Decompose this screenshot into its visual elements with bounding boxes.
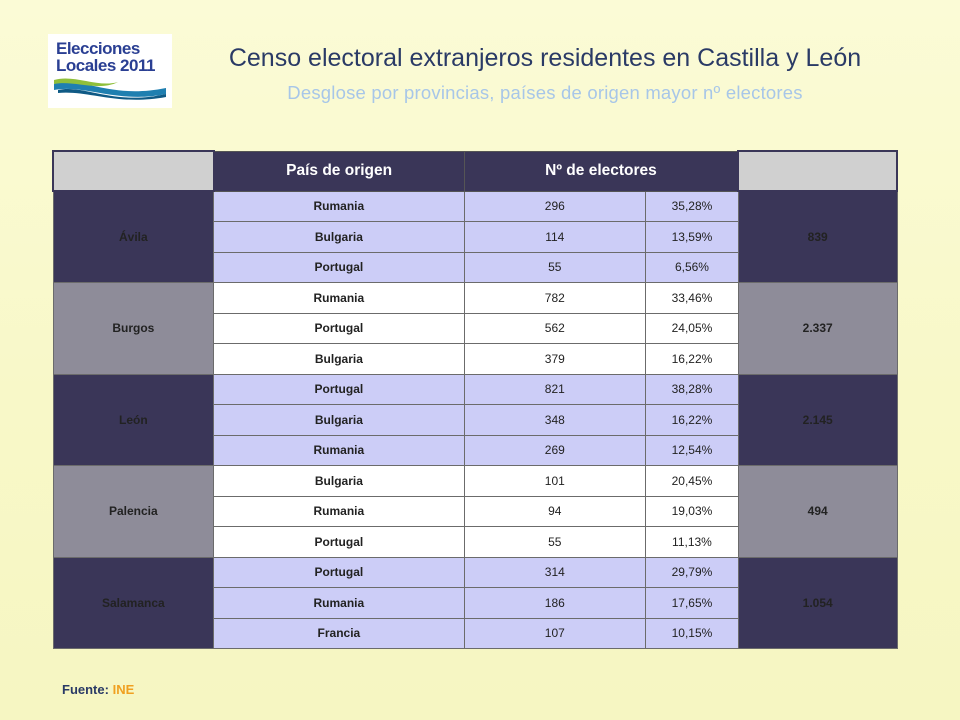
percentage-cell: 29,79% — [645, 556, 739, 588]
province-total: 2.337 — [737, 282, 898, 375]
percentage-cell: 19,03% — [645, 495, 739, 527]
header-blank-right — [737, 150, 898, 192]
country-cell: Bulgaria — [213, 343, 465, 375]
percentage-cell: 17,65% — [645, 587, 739, 619]
table-row: Portugal 55 6,56% — [53, 251, 897, 283]
country-cell: Bulgaria — [213, 221, 465, 253]
percentage-cell: 12,54% — [645, 434, 739, 466]
table-row: Salamanca Portugal 314 29,79% 1.054 — [52, 556, 898, 649]
country-cell: Portugal — [213, 373, 465, 405]
electores-cell: 562 — [463, 312, 647, 344]
electores-cell: 55 — [463, 526, 647, 558]
percentage-cell: 10,15% — [645, 617, 739, 649]
electores-cell: 348 — [463, 404, 647, 436]
table-row: Portugal 562 24,05% — [53, 312, 897, 344]
percentage-cell: 38,28% — [645, 373, 739, 405]
electores-cell: 314 — [463, 556, 647, 588]
electores-cell: 101 — [463, 465, 647, 497]
table-row: Francia 107 10,15% — [53, 617, 897, 649]
table-row: Rumania 94 19,03% — [53, 495, 897, 527]
country-cell: Portugal — [213, 312, 465, 344]
source-note: Fuente: INE — [62, 682, 134, 697]
source-value: INE — [112, 682, 135, 697]
header-pais: País de origen — [213, 150, 465, 192]
province-total: 1.054 — [737, 556, 898, 649]
country-cell: Rumania — [213, 587, 465, 619]
elecciones-logo: Elecciones Locales 2011 — [48, 34, 172, 108]
logo-line-1: Elecciones — [56, 39, 140, 58]
percentage-cell: 33,46% — [645, 282, 739, 314]
electores-cell: 379 — [463, 343, 647, 375]
percentage-cell: 24,05% — [645, 312, 739, 344]
country-cell: Bulgaria — [213, 465, 465, 497]
table-row: Rumania 269 12,54% — [53, 434, 897, 466]
table-row: Burgos Rumania 782 33,46% 2.337 — [52, 282, 898, 375]
country-cell: Portugal — [213, 556, 465, 588]
country-cell: Rumania — [213, 282, 465, 314]
table-row: Portugal 55 11,13% — [53, 526, 897, 558]
electores-cell: 186 — [463, 587, 647, 619]
table-row: León Portugal 821 38,28% 2.145 — [52, 373, 898, 466]
province-name: Ávila — [52, 190, 215, 283]
country-cell: Rumania — [213, 434, 465, 466]
table-row: Bulgaria 379 16,22% — [53, 343, 897, 375]
page-title: Censo electoral extranjeros residentes e… — [228, 44, 862, 72]
percentage-cell: 11,13% — [645, 526, 739, 558]
country-cell: Francia — [213, 617, 465, 649]
electores-cell: 269 — [463, 434, 647, 466]
percentage-cell: 35,28% — [645, 190, 739, 222]
header-electores: Nº de electores — [463, 150, 739, 192]
electores-cell: 55 — [463, 251, 647, 283]
percentage-cell: 16,22% — [645, 343, 739, 375]
country-cell: Portugal — [213, 526, 465, 558]
percentage-cell: 13,59% — [645, 221, 739, 253]
table-header-row: País de origen Nº de electores — [52, 150, 898, 192]
province-name: Burgos — [52, 282, 215, 375]
province-name: Salamanca — [52, 556, 215, 649]
table-row: Palencia Bulgaria 101 20,45% 494 — [52, 465, 898, 558]
table-row: Bulgaria 348 16,22% — [53, 404, 897, 436]
table-row: Rumania 186 17,65% — [53, 587, 897, 619]
electores-cell: 782 — [463, 282, 647, 314]
electores-cell: 821 — [463, 373, 647, 405]
header-blank-left — [52, 150, 215, 192]
province-name: León — [52, 373, 215, 466]
country-cell: Rumania — [213, 495, 465, 527]
electores-cell: 94 — [463, 495, 647, 527]
province-name: Palencia — [52, 465, 215, 558]
table-row: Ávila Rumania 296 35,28% 839 — [52, 190, 898, 283]
electores-cell: 296 — [463, 190, 647, 222]
country-cell: Bulgaria — [213, 404, 465, 436]
electores-table: País de origen Nº de electores Ávila Ruma… — [52, 150, 898, 649]
page-subtitle: Desglose por provincias, países de orige… — [287, 82, 803, 103]
percentage-cell: 6,56% — [645, 251, 739, 283]
table-body: Ávila Rumania 296 35,28% 839 Bulgaria 114 13,59… — [52, 190, 898, 649]
country-cell: Portugal — [213, 251, 465, 283]
province-total: 839 — [737, 190, 898, 283]
electores-cell: 107 — [463, 617, 647, 649]
table-row: Bulgaria 114 13,59% — [53, 221, 897, 253]
percentage-cell: 16,22% — [645, 404, 739, 436]
percentage-cell: 20,45% — [645, 465, 739, 497]
source-label: Fuente: — [62, 682, 109, 697]
country-cell: Rumania — [213, 190, 465, 222]
province-total: 494 — [737, 465, 898, 558]
province-total: 2.145 — [737, 373, 898, 466]
logo-line-2: Locales 2011 — [56, 56, 155, 75]
logo-swoosh-icon — [54, 78, 166, 100]
electores-cell: 114 — [463, 221, 647, 253]
